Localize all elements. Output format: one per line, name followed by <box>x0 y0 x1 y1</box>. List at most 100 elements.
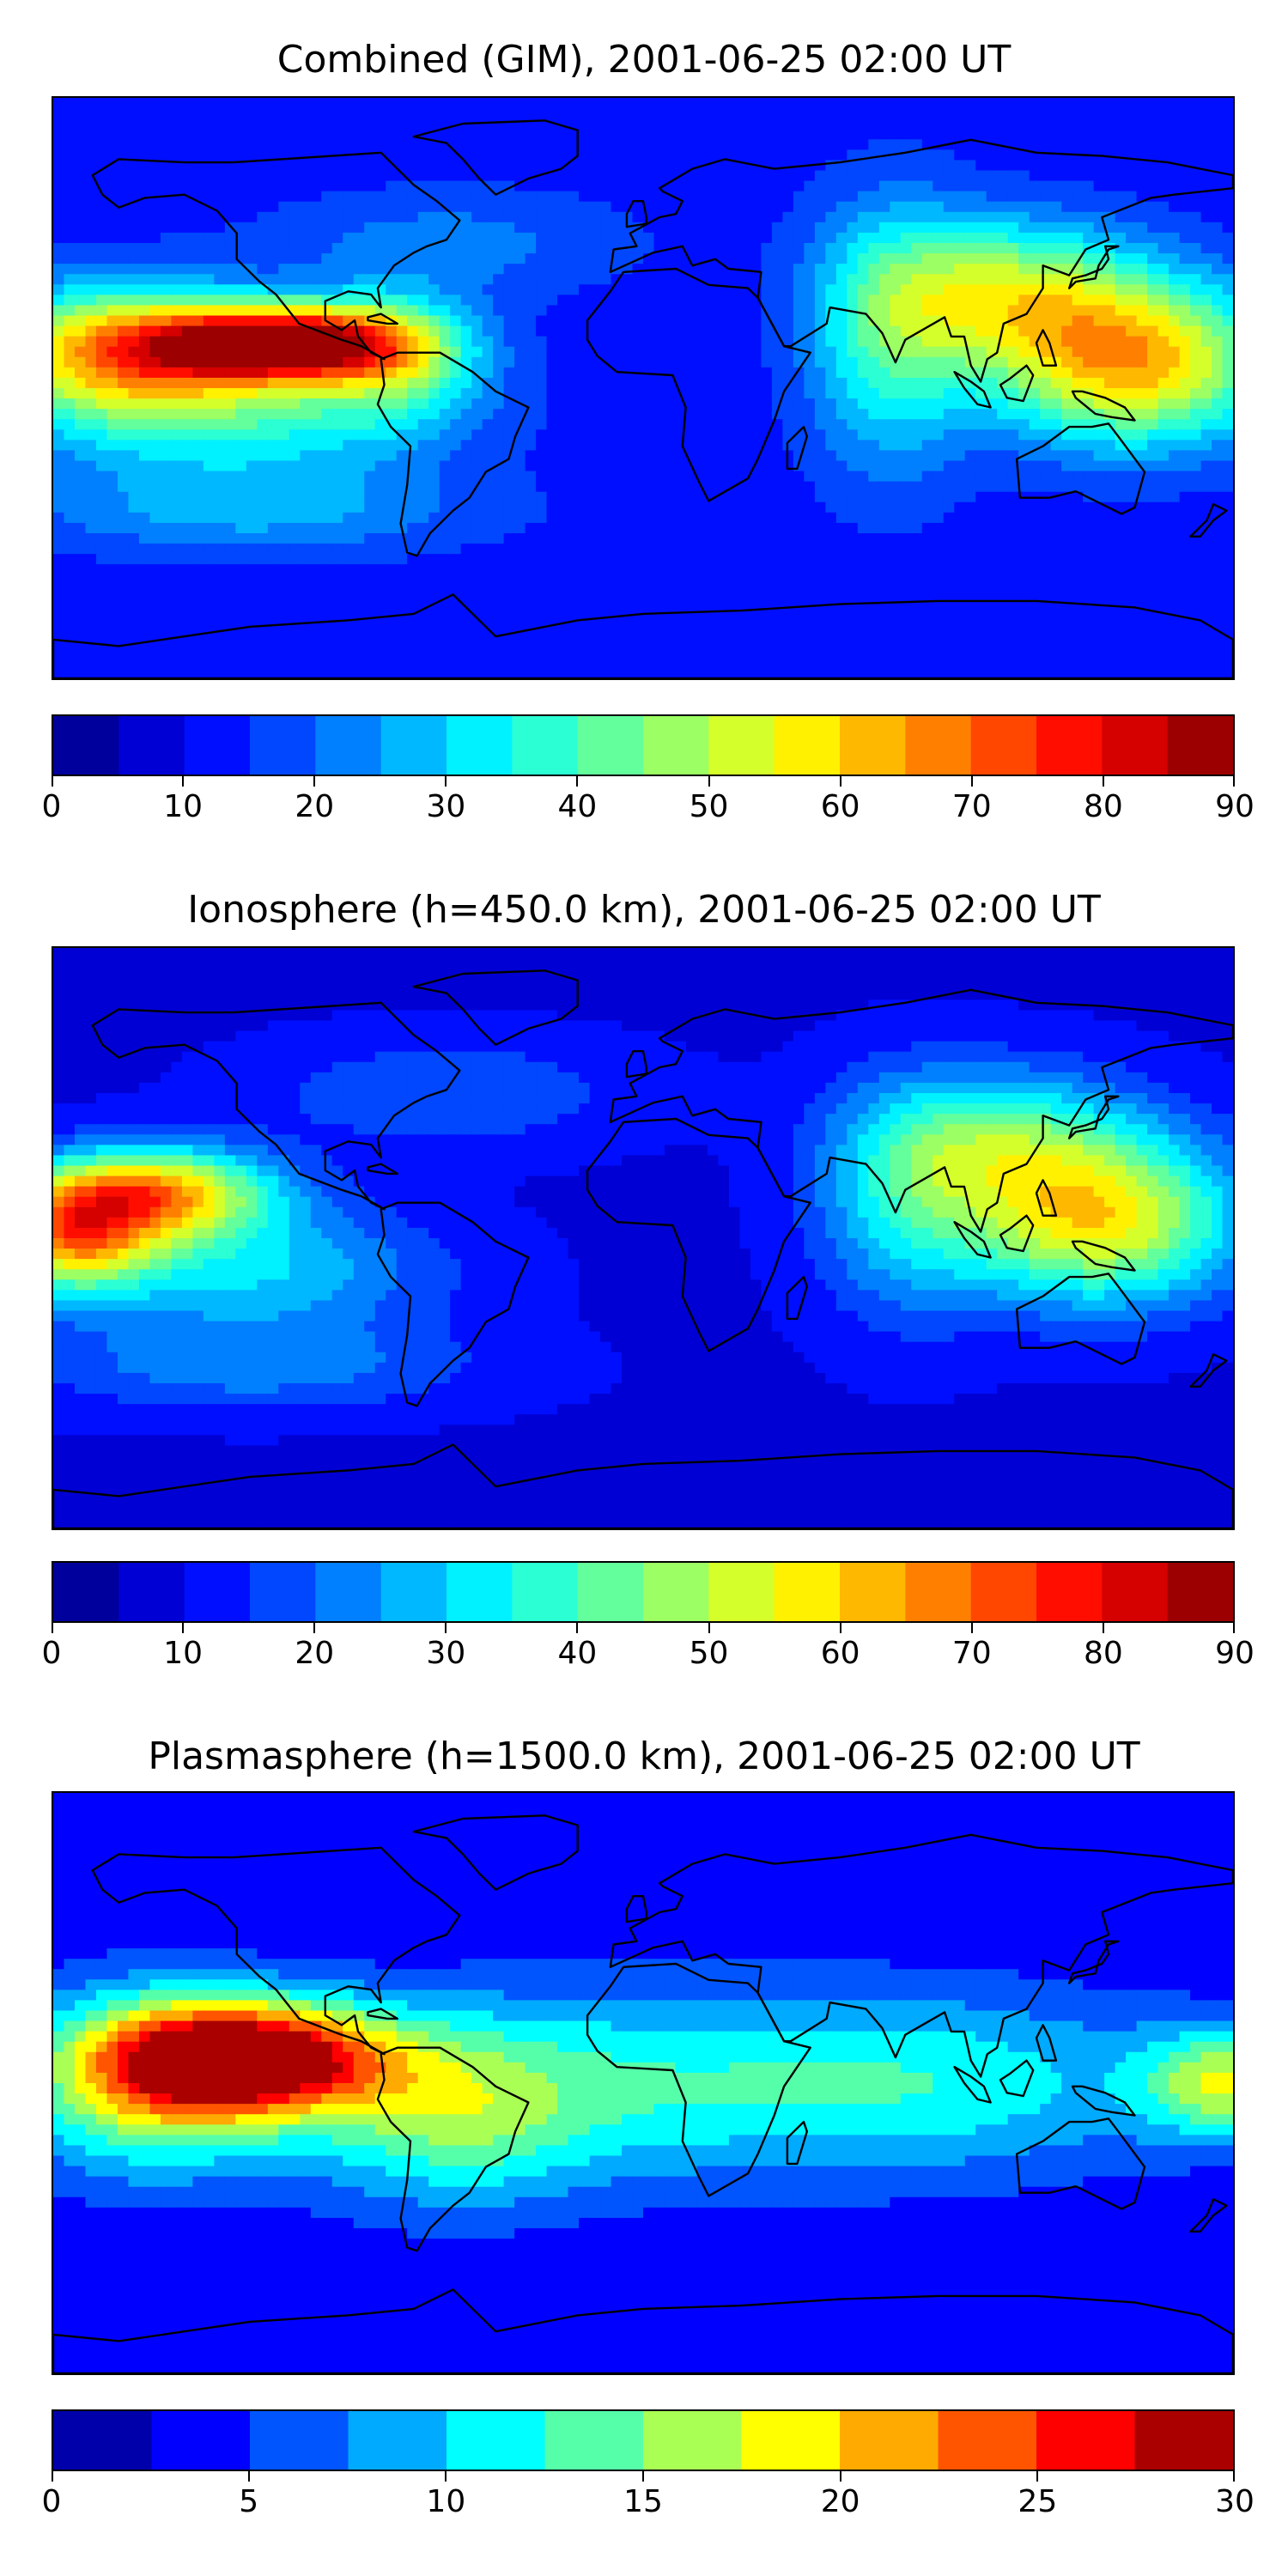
heatmap-cell <box>460 243 472 254</box>
heatmap-cell <box>1169 398 1181 410</box>
heatmap-cell <box>921 305 933 317</box>
heatmap-cell <box>664 419 677 430</box>
heatmap-cell <box>396 450 408 462</box>
heatmap-cell <box>664 325 677 337</box>
heatmap-cell <box>364 533 376 544</box>
heatmap-cell <box>1072 191 1084 203</box>
heatmap-cell <box>493 346 505 358</box>
heatmap-cell <box>825 295 837 307</box>
heatmap-cell <box>911 201 923 213</box>
heatmap-cell <box>374 284 386 295</box>
heatmap-cell <box>503 222 515 234</box>
heatmap-cell <box>1104 201 1116 213</box>
heatmap-cell <box>117 367 130 379</box>
heatmap-cell <box>975 460 987 472</box>
heatmap-cell <box>95 232 108 244</box>
heatmap-cell <box>257 481 269 493</box>
heatmap-cell <box>707 170 720 182</box>
heatmap-cell <box>685 440 698 452</box>
heatmap-cell <box>933 491 945 503</box>
heatmap-cell <box>814 450 826 462</box>
heatmap-cell <box>450 149 462 161</box>
heatmap-cell <box>1212 544 1224 555</box>
heatmap-cell <box>1157 295 1170 307</box>
heatmap-cell <box>417 170 429 182</box>
heatmap-cell <box>1018 108 1030 119</box>
heatmap-cell <box>718 388 730 399</box>
heatmap-cell <box>600 305 612 317</box>
heatmap-cell <box>374 98 386 109</box>
heatmap-cell <box>857 325 869 337</box>
heatmap-cell <box>471 356 483 368</box>
heatmap-cell <box>1179 149 1191 161</box>
heatmap-cell <box>718 346 730 358</box>
heatmap-cell <box>857 450 869 462</box>
heatmap-cell <box>149 419 161 430</box>
heatmap-cell <box>878 201 890 213</box>
heatmap-cell <box>1050 367 1062 379</box>
heatmap-cell <box>632 170 644 182</box>
heatmap-cell <box>300 512 312 524</box>
heatmap-cell <box>331 419 343 430</box>
heatmap-cell <box>546 409 558 420</box>
heatmap-cell <box>943 409 955 420</box>
heatmap-cell <box>331 232 343 244</box>
heatmap-cell <box>117 305 130 317</box>
heatmap-cell <box>106 512 118 524</box>
heatmap-cell <box>954 118 966 130</box>
heatmap-cell <box>793 398 805 410</box>
heatmap-cell <box>804 284 816 295</box>
heatmap-cell <box>1157 222 1170 234</box>
heatmap-cell <box>353 388 365 399</box>
heatmap-cell <box>149 501 161 513</box>
heatmap-cell <box>1072 356 1084 368</box>
heatmap-cell <box>739 544 751 555</box>
heatmap-cell <box>1190 139 1202 150</box>
heatmap-cell <box>95 471 108 483</box>
heatmap-cell <box>1018 315 1030 327</box>
heatmap-cell <box>1007 129 1019 140</box>
heatmap-cell <box>1169 356 1181 368</box>
heatmap-cell <box>814 409 826 420</box>
heatmap-cell <box>675 305 687 317</box>
heatmap-cell <box>1179 253 1191 264</box>
heatmap-cell <box>439 284 451 295</box>
heatmap-cell <box>632 284 644 295</box>
heatmap-cell <box>975 243 987 254</box>
heatmap-cell <box>847 211 859 223</box>
heatmap-cell <box>911 180 923 192</box>
heatmap-cell <box>503 243 515 254</box>
heatmap-cell <box>653 253 665 264</box>
heatmap-cell <box>95 222 108 234</box>
heatmap-cell <box>782 180 794 192</box>
heatmap-cell <box>557 222 569 234</box>
heatmap-cell <box>353 108 365 119</box>
heatmap-cell <box>428 284 440 295</box>
heatmap-cell <box>911 315 923 327</box>
heatmap-cell <box>1040 295 1052 307</box>
heatmap-cell <box>482 253 494 264</box>
heatmap-cell <box>685 180 698 192</box>
heatmap-cell <box>1093 139 1105 150</box>
heatmap-cell <box>493 98 505 109</box>
heatmap-cell <box>653 481 665 493</box>
heatmap-cell <box>685 295 698 307</box>
heatmap-cell <box>386 325 398 337</box>
heatmap-cell <box>321 429 333 440</box>
heatmap-cell <box>868 201 880 213</box>
heatmap-cell <box>1222 398 1233 410</box>
heatmap-cell <box>364 440 376 452</box>
heatmap-cell <box>214 533 226 544</box>
heatmap-cell <box>900 512 912 524</box>
heatmap-cell <box>622 118 634 130</box>
heatmap-cell <box>975 481 987 493</box>
heatmap-cell <box>847 471 859 483</box>
heatmap-cell <box>890 295 902 307</box>
heatmap-cell <box>417 512 429 524</box>
heatmap-cell <box>353 129 365 140</box>
heatmap-cell <box>835 211 848 223</box>
heatmap-cell <box>267 108 279 119</box>
heatmap-cell <box>964 253 976 264</box>
heatmap-cell <box>728 253 741 264</box>
heatmap-cell <box>417 501 429 513</box>
